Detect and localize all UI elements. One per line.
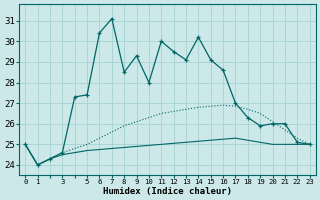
X-axis label: Humidex (Indice chaleur): Humidex (Indice chaleur)	[103, 187, 232, 196]
